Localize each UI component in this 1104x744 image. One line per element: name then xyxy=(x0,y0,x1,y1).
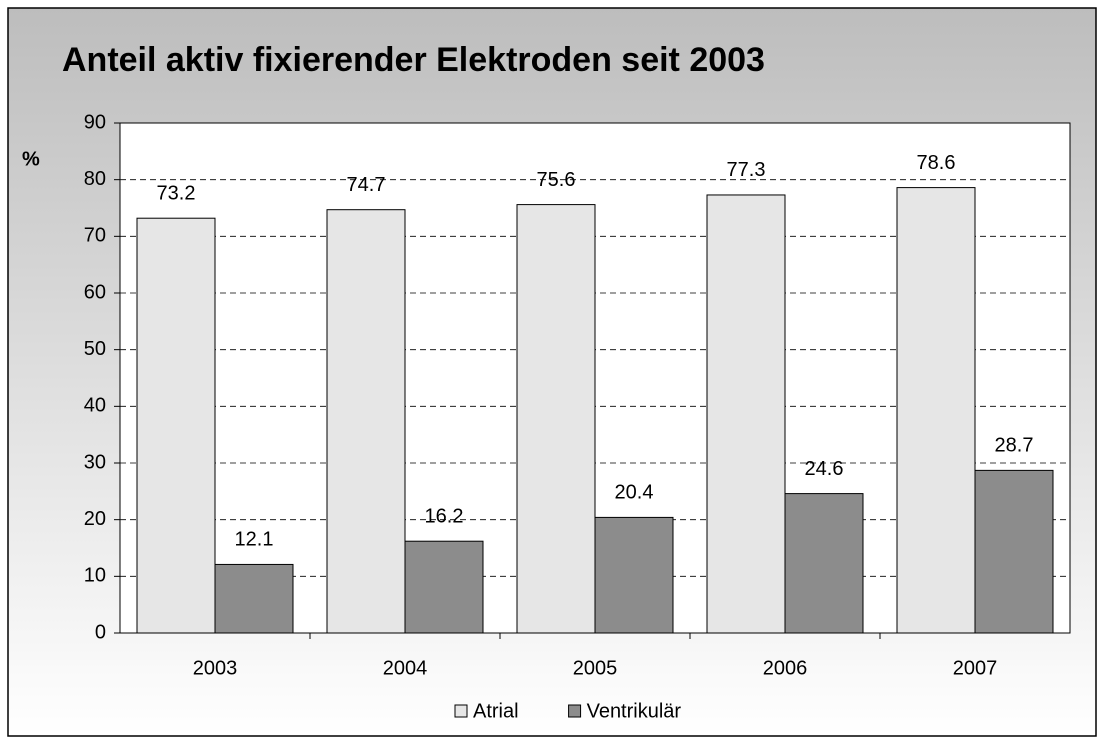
bar xyxy=(326,209,406,634)
y-tick-label: 20 xyxy=(84,508,106,530)
legend-label: Ventrikulär xyxy=(587,700,682,722)
bar xyxy=(214,563,294,634)
y-tick-label: 80 xyxy=(84,168,106,190)
bar xyxy=(784,493,864,634)
legend-swatch xyxy=(454,704,468,718)
bar xyxy=(594,516,674,634)
value-label: 75.6 xyxy=(537,169,576,191)
value-label: 78.6 xyxy=(917,152,956,174)
value-label: 73.2 xyxy=(157,182,196,204)
value-label: 74.7 xyxy=(347,174,386,196)
bar xyxy=(516,204,596,634)
value-label: 28.7 xyxy=(995,435,1034,457)
chart-title: Anteil aktiv fixierender Elektroden seit… xyxy=(62,41,765,79)
value-label: 20.4 xyxy=(615,482,654,504)
value-label: 12.1 xyxy=(235,529,274,551)
legend-swatch xyxy=(568,704,582,718)
legend: Atrial Ventrikulär xyxy=(454,700,682,722)
y-tick-label: 90 xyxy=(84,111,106,133)
y-tick-label: 70 xyxy=(84,225,106,247)
bar xyxy=(896,187,976,634)
x-tick-label: 2003 xyxy=(193,657,238,679)
y-tick-label: 50 xyxy=(84,338,106,360)
y-axis-label: % xyxy=(22,148,40,170)
y-tick-label: 0 xyxy=(95,621,106,643)
bar xyxy=(974,469,1054,634)
y-tick-label: 10 xyxy=(84,565,106,587)
x-tick-label: 2005 xyxy=(573,657,618,679)
y-tick-label: 30 xyxy=(84,451,106,473)
legend-label: Atrial xyxy=(473,700,519,722)
x-tick-label: 2006 xyxy=(763,657,808,679)
y-tick-label: 60 xyxy=(84,281,106,303)
value-label: 77.3 xyxy=(727,159,766,181)
bar xyxy=(706,194,786,634)
y-tick-label: 40 xyxy=(84,395,106,417)
x-tick-label: 2007 xyxy=(953,657,998,679)
bar xyxy=(136,217,216,634)
x-tick-label: 2004 xyxy=(383,657,428,679)
value-label: 24.6 xyxy=(805,458,844,480)
value-label: 16.2 xyxy=(425,505,464,527)
bar xyxy=(404,540,484,634)
